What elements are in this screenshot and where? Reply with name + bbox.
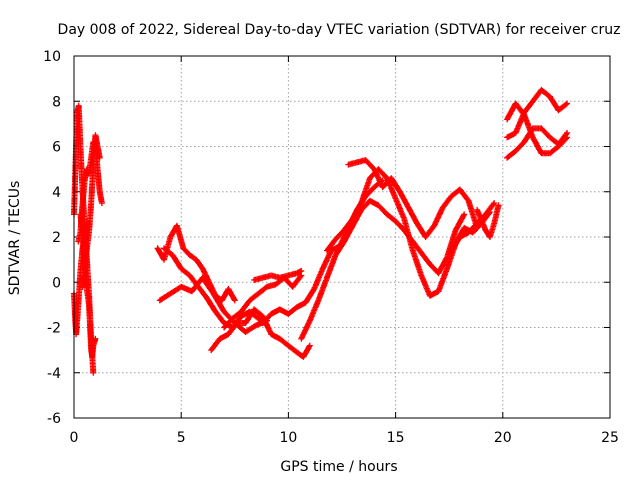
series-sat-t bbox=[504, 100, 571, 157]
data-point-markers bbox=[504, 100, 571, 157]
y-tick-label: 6 bbox=[52, 140, 61, 156]
y-tick-label: 10 bbox=[43, 49, 61, 65]
series-sat-o bbox=[345, 157, 481, 240]
y-tick-label: -2 bbox=[47, 321, 61, 337]
data-point-markers bbox=[221, 272, 305, 331]
grid-lines bbox=[74, 56, 610, 418]
series-sat-q bbox=[474, 202, 502, 240]
series-sat-e bbox=[79, 132, 103, 290]
axis-ticks: 0 5 10 15 20 25 -6 -4 -2 0 2 4 6 8 10 bbox=[43, 49, 619, 446]
y-tick-label: 8 bbox=[52, 94, 61, 110]
data-points bbox=[71, 86, 571, 376]
data-point-markers bbox=[251, 267, 305, 283]
chart-title: Day 008 of 2022, Sidereal Day-to-day VTE… bbox=[58, 22, 621, 38]
data-point-markers bbox=[345, 157, 481, 240]
data-point-markers bbox=[79, 132, 103, 290]
series-sat-k bbox=[251, 267, 305, 283]
y-tick-label: 0 bbox=[52, 275, 61, 291]
x-tick-label: 15 bbox=[387, 430, 405, 446]
x-tick-label: 25 bbox=[601, 430, 619, 446]
plot-frame bbox=[73, 55, 611, 419]
data-point-markers bbox=[208, 306, 313, 360]
y-tick-label: 2 bbox=[52, 230, 61, 246]
x-tick-label: 20 bbox=[494, 430, 512, 446]
y-axis-label: SDTVAR / TECUs bbox=[7, 181, 23, 296]
series-sat-n bbox=[324, 166, 493, 299]
series-sat-i bbox=[208, 306, 313, 360]
y-tick-label: -4 bbox=[47, 366, 61, 382]
y-tick-label: 4 bbox=[52, 185, 61, 201]
x-tick-label: 5 bbox=[177, 430, 186, 446]
data-point-markers bbox=[324, 166, 493, 299]
data-point-markers bbox=[156, 274, 270, 335]
x-tick-label: 10 bbox=[279, 430, 297, 446]
x-axis-label: GPS time / hours bbox=[280, 459, 397, 475]
y-tick-label: -6 bbox=[47, 411, 61, 427]
series-sat-j bbox=[221, 272, 305, 331]
data-point-markers bbox=[474, 202, 502, 240]
series-sat-h bbox=[156, 274, 270, 335]
x-tick-label: 0 bbox=[70, 430, 79, 446]
